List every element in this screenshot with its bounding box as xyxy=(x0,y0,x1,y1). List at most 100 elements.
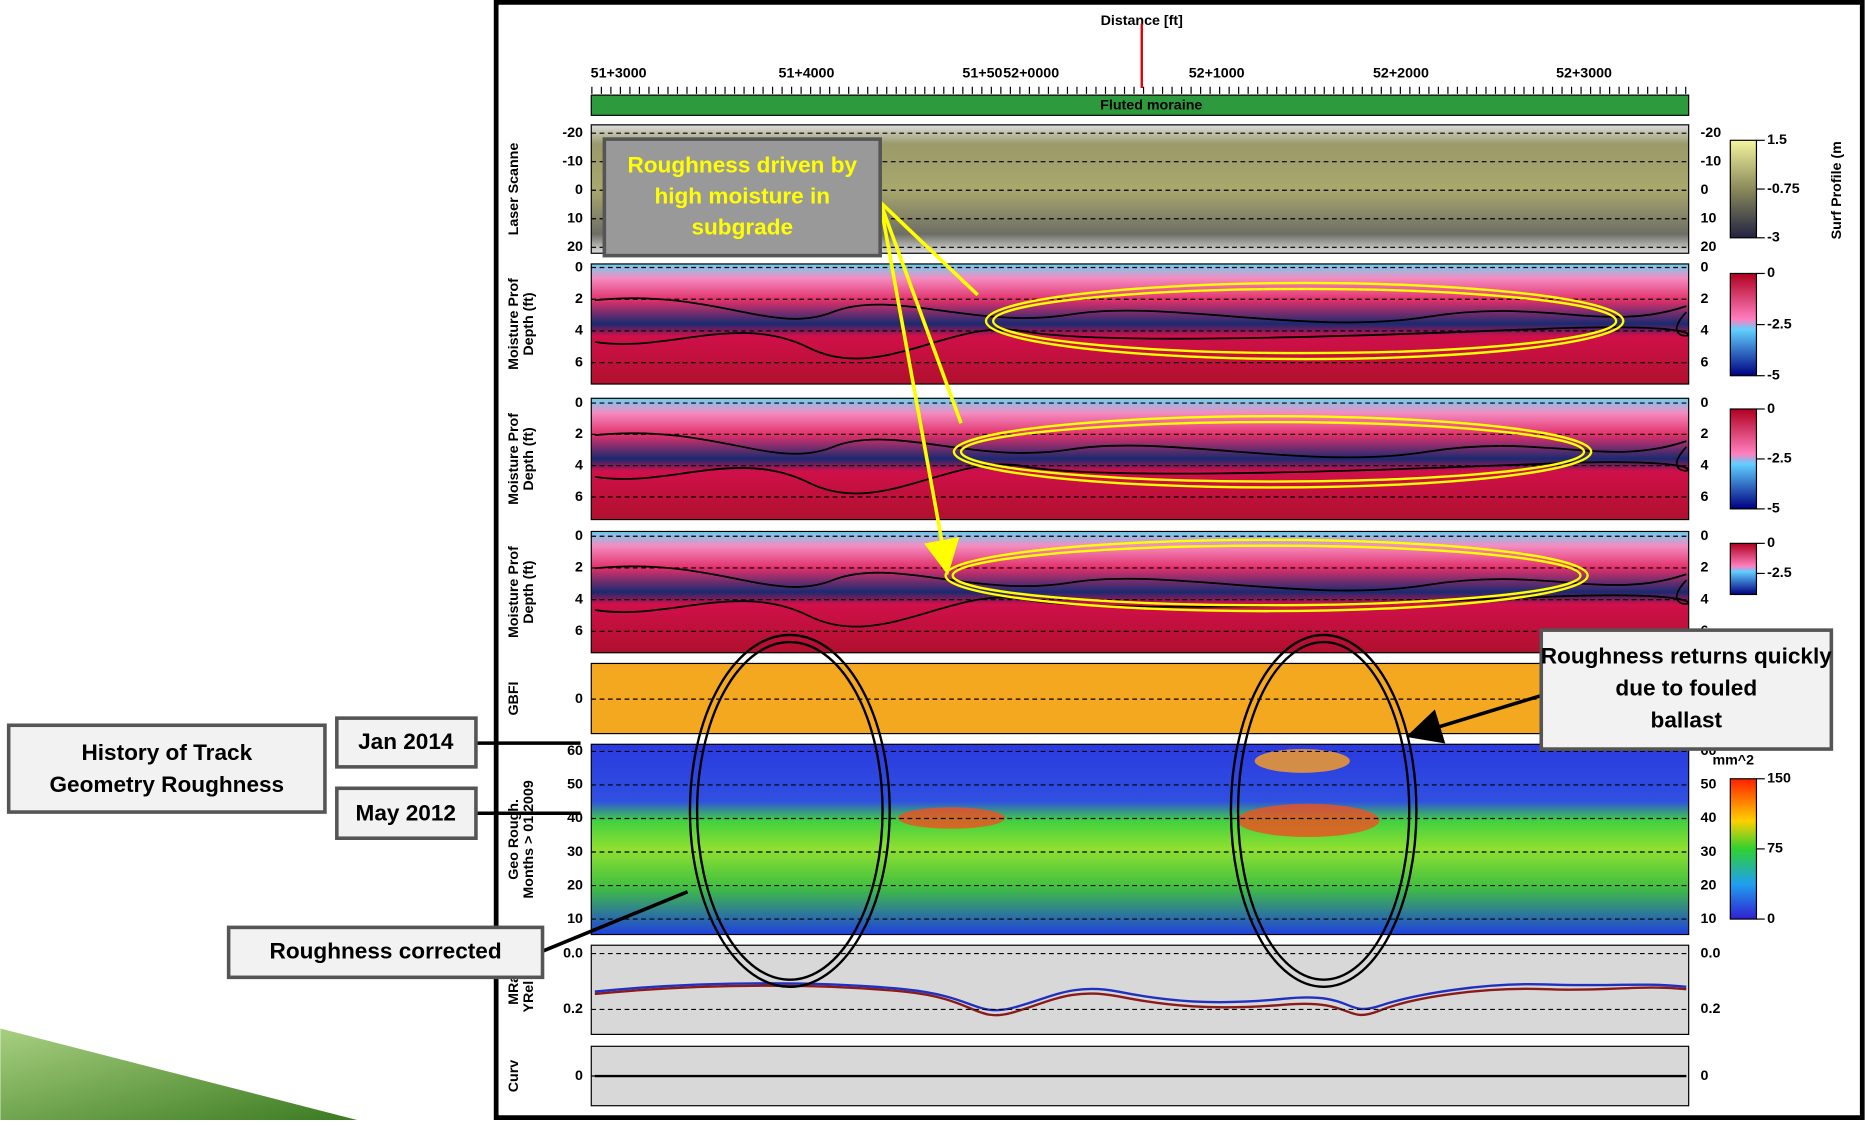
y-tick-label: 4 xyxy=(575,591,583,607)
x-tick-label: 51+50 xyxy=(962,65,1002,81)
y-tick-label: 0 xyxy=(575,528,583,544)
colorbar-label: 150 xyxy=(1767,771,1791,787)
y-tick-label: 10 xyxy=(567,211,583,227)
y-tick-label: 4 xyxy=(575,457,583,473)
y-tick-label: 50 xyxy=(1701,777,1717,793)
callout xyxy=(9,725,325,812)
y-tick-label: 0 xyxy=(575,182,583,198)
colorbar-label: -2.5 xyxy=(1767,451,1792,467)
y-tick-label: 10 xyxy=(1701,211,1717,227)
y-tick-label: 4 xyxy=(1701,323,1709,339)
y-tick-label: 0.0 xyxy=(1701,945,1721,961)
x-tick-label: 51+4000 xyxy=(779,65,835,81)
colorbar-label: -3 xyxy=(1767,230,1780,246)
panel-label: Geo Rough. xyxy=(506,799,522,880)
callout-text: Roughness corrected xyxy=(270,938,502,963)
y-tick-label: 10 xyxy=(1701,911,1717,927)
y-tick-label: 0 xyxy=(1701,1068,1709,1084)
y-tick-label: 2 xyxy=(575,426,583,442)
panel-label: GBFI xyxy=(506,681,522,715)
y-tick-label: 2 xyxy=(1701,560,1709,576)
y-tick-label: -10 xyxy=(562,153,583,169)
colorbar-label: -0.75 xyxy=(1767,181,1800,197)
y-tick-label: 2 xyxy=(1701,291,1709,307)
band-label: Fluted moraine xyxy=(1100,98,1202,114)
y-tick-label: 0 xyxy=(1701,259,1709,275)
y-tick-label: 0 xyxy=(575,1068,583,1084)
y-tick-label: 20 xyxy=(1701,877,1717,893)
colorbar xyxy=(1730,779,1756,919)
colorbar-label: -2.5 xyxy=(1767,316,1792,332)
callout-text: May 2012 xyxy=(356,800,456,825)
y-tick-label: 30 xyxy=(1701,844,1717,860)
y-tick-label: 0 xyxy=(1701,182,1709,198)
colorbar-label: -5 xyxy=(1767,367,1780,383)
y-tick-label: 20 xyxy=(1701,239,1717,255)
y-tick-label: -20 xyxy=(1701,125,1722,141)
colorbar xyxy=(1730,409,1756,509)
panel xyxy=(591,744,1688,934)
panel-label: Laser Scanne xyxy=(506,143,522,236)
y-tick-label: 0 xyxy=(1701,528,1709,544)
y-tick-label: 0 xyxy=(575,259,583,275)
colorbar-label: 0 xyxy=(1767,401,1775,417)
colorbar-title: Surf Profile (m xyxy=(1829,141,1845,239)
colorbar-label: 0 xyxy=(1767,911,1775,927)
y-tick-label: 6 xyxy=(1701,354,1709,370)
panel-label: Moisture Prof xyxy=(506,413,522,505)
x-tick-label: 52+3000 xyxy=(1556,65,1612,81)
y-tick-label: 30 xyxy=(567,844,583,860)
panel-label: Curv xyxy=(506,1060,522,1093)
decor-swoosh xyxy=(0,1028,357,1120)
y-tick-label: 50 xyxy=(567,777,583,793)
y-tick-label: 6 xyxy=(575,489,583,505)
x-tick-label: 51+3000 xyxy=(591,65,647,81)
y-tick-label: 20 xyxy=(567,239,583,255)
y-tick-label: -10 xyxy=(1701,153,1722,169)
panel-label: Months > 01 2009 xyxy=(521,780,537,898)
colorbar-label: 0 xyxy=(1767,265,1775,281)
x-tick-label: 52+0000 xyxy=(1003,65,1059,81)
y-tick-label: 6 xyxy=(1701,489,1709,505)
y-tick-label: 0 xyxy=(1701,395,1709,411)
colorbar xyxy=(1730,543,1756,594)
x-tick-label: 52+2000 xyxy=(1373,65,1429,81)
colorbar xyxy=(1730,273,1756,375)
x-tick-label: 52+1000 xyxy=(1189,65,1245,81)
colorbar-title: mm^2 xyxy=(1712,753,1754,769)
y-tick-label: 2 xyxy=(575,560,583,576)
y-tick-label: 4 xyxy=(1701,591,1709,607)
colorbar-label: 0 xyxy=(1767,535,1775,551)
y-tick-label: -20 xyxy=(562,125,583,141)
colorbar-label: 1.5 xyxy=(1767,132,1787,148)
y-tick-label: 0 xyxy=(575,691,583,707)
panel-label: Depth (ft) xyxy=(521,292,537,356)
colorbar xyxy=(1730,140,1756,237)
hotspot xyxy=(1255,749,1350,773)
panel-label: Moisture Prof xyxy=(506,278,522,370)
y-tick-label: 40 xyxy=(1701,810,1717,826)
panel-label: Depth (ft) xyxy=(521,427,537,491)
y-tick-label: 10 xyxy=(567,911,583,927)
y-tick-label: 6 xyxy=(575,354,583,370)
slide: Distance [ft] Fluted moraine -20-20-10-1… xyxy=(0,0,1865,1120)
y-tick-label: 4 xyxy=(1701,457,1709,473)
panel xyxy=(591,398,1688,519)
y-tick-label: 0.2 xyxy=(563,1001,583,1017)
y-tick-label: 0.0 xyxy=(563,945,583,961)
panel-label: Moisture Prof xyxy=(506,546,522,638)
y-tick-label: 6 xyxy=(575,623,583,639)
hotspot xyxy=(1237,804,1380,837)
colorbar-label: -2.5 xyxy=(1767,565,1792,581)
colorbar-label: 75 xyxy=(1767,841,1783,857)
y-tick-label: 4 xyxy=(575,323,583,339)
panel-label: Depth (ft) xyxy=(521,560,537,624)
y-tick-label: 0 xyxy=(575,395,583,411)
y-tick-label: 0.2 xyxy=(1701,1001,1721,1017)
callout-text: Jan 2014 xyxy=(358,729,454,754)
colorbar-label: -5 xyxy=(1767,501,1780,517)
y-tick-label: 60 xyxy=(567,743,583,759)
y-tick-label: 20 xyxy=(567,877,583,893)
y-tick-label: 2 xyxy=(575,291,583,307)
